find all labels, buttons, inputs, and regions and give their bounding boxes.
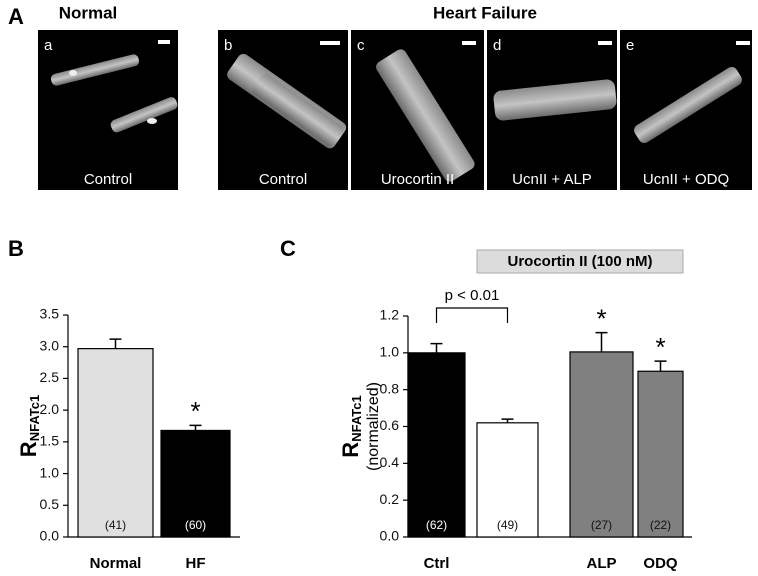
error-bar [654,360,667,372]
y-tick-label: 1.2 [380,307,400,323]
x-tick-label: Normal [90,555,142,572]
n-label: (62) [426,518,447,532]
image-letter: a [44,37,53,54]
y-tick-label: 0.2 [380,491,400,507]
error-bar [595,331,608,352]
image-caption: Control [84,171,132,188]
bar [160,429,231,538]
y-axis-label: RNFATc1 [16,395,43,457]
micrograph [620,30,752,190]
x-tick-label: ALP [587,555,617,572]
significance: * [655,332,665,362]
image-caption: UcnII + ALP [512,171,592,188]
micrograph [38,30,178,190]
n-label: (27) [591,518,612,532]
y-tick-label: 0.8 [380,380,400,396]
panel-letter: C [280,236,296,261]
group-label: Heart Failure [433,3,537,22]
y-axis-label-sub: NFATc1 [27,395,42,441]
y-tick-label: 0.5 [40,496,60,512]
significance: * [190,396,200,426]
y-tick-label: 0.4 [380,454,400,470]
treatment-box [476,249,684,274]
bar [569,351,634,538]
y-tick-label: 1.5 [40,433,60,449]
bar [476,422,539,538]
n-label: (41) [105,518,126,532]
bar [77,348,154,538]
y-tick-label: 0.6 [380,417,400,433]
y-tick-label: 3.0 [40,337,60,353]
error-bar [501,418,514,423]
significance: * [596,303,606,333]
micrograph [218,30,348,190]
y-tick-label: 2.0 [40,401,60,417]
bracket [435,307,509,323]
y-tick-label: 2.5 [40,369,60,385]
error-bar [430,342,443,353]
image-caption: Urocortin II [381,171,454,188]
image-letter: b [224,37,232,54]
y-tick-label: 3.5 [40,306,60,322]
n-label: (22) [650,518,671,532]
image-caption: Control [259,171,307,188]
y-axis-label: RNFATc1 [338,395,365,457]
image-letter: d [493,37,501,54]
y-axis-label-main: R [338,442,363,458]
y-axis-label-main: R [16,441,41,457]
y-axis-label-sub: NFATc1 [349,395,364,441]
n-label: (49) [497,518,518,532]
y-tick-label: 0.0 [40,528,60,544]
n-label: (60) [185,518,206,532]
y-tick-label: 1.0 [40,464,60,480]
error-bar [189,424,202,431]
x-tick-label: ODQ [643,555,678,572]
micrograph [487,30,617,190]
panel-letter: B [8,236,24,261]
group-label: Normal [59,3,118,22]
image-letter: c [357,37,365,54]
image-letter: e [626,37,634,54]
y-axis-label-note: (normalized) [365,382,382,471]
bar [407,352,466,538]
x-tick-label: Ctrl [424,555,450,572]
y-tick-label: 0.0 [380,528,400,544]
bracket-label: p < 0.01 [445,287,500,304]
y-tick-label: 1.0 [380,344,400,360]
image-caption: UcnII + ODQ [643,171,729,188]
panel-letter: A [8,4,24,29]
error-bar [109,338,122,349]
x-tick-label: HF [186,555,206,572]
micrograph [351,30,484,190]
bar [637,370,684,538]
treatment-label: Urocortin II (100 nM) [507,253,652,270]
